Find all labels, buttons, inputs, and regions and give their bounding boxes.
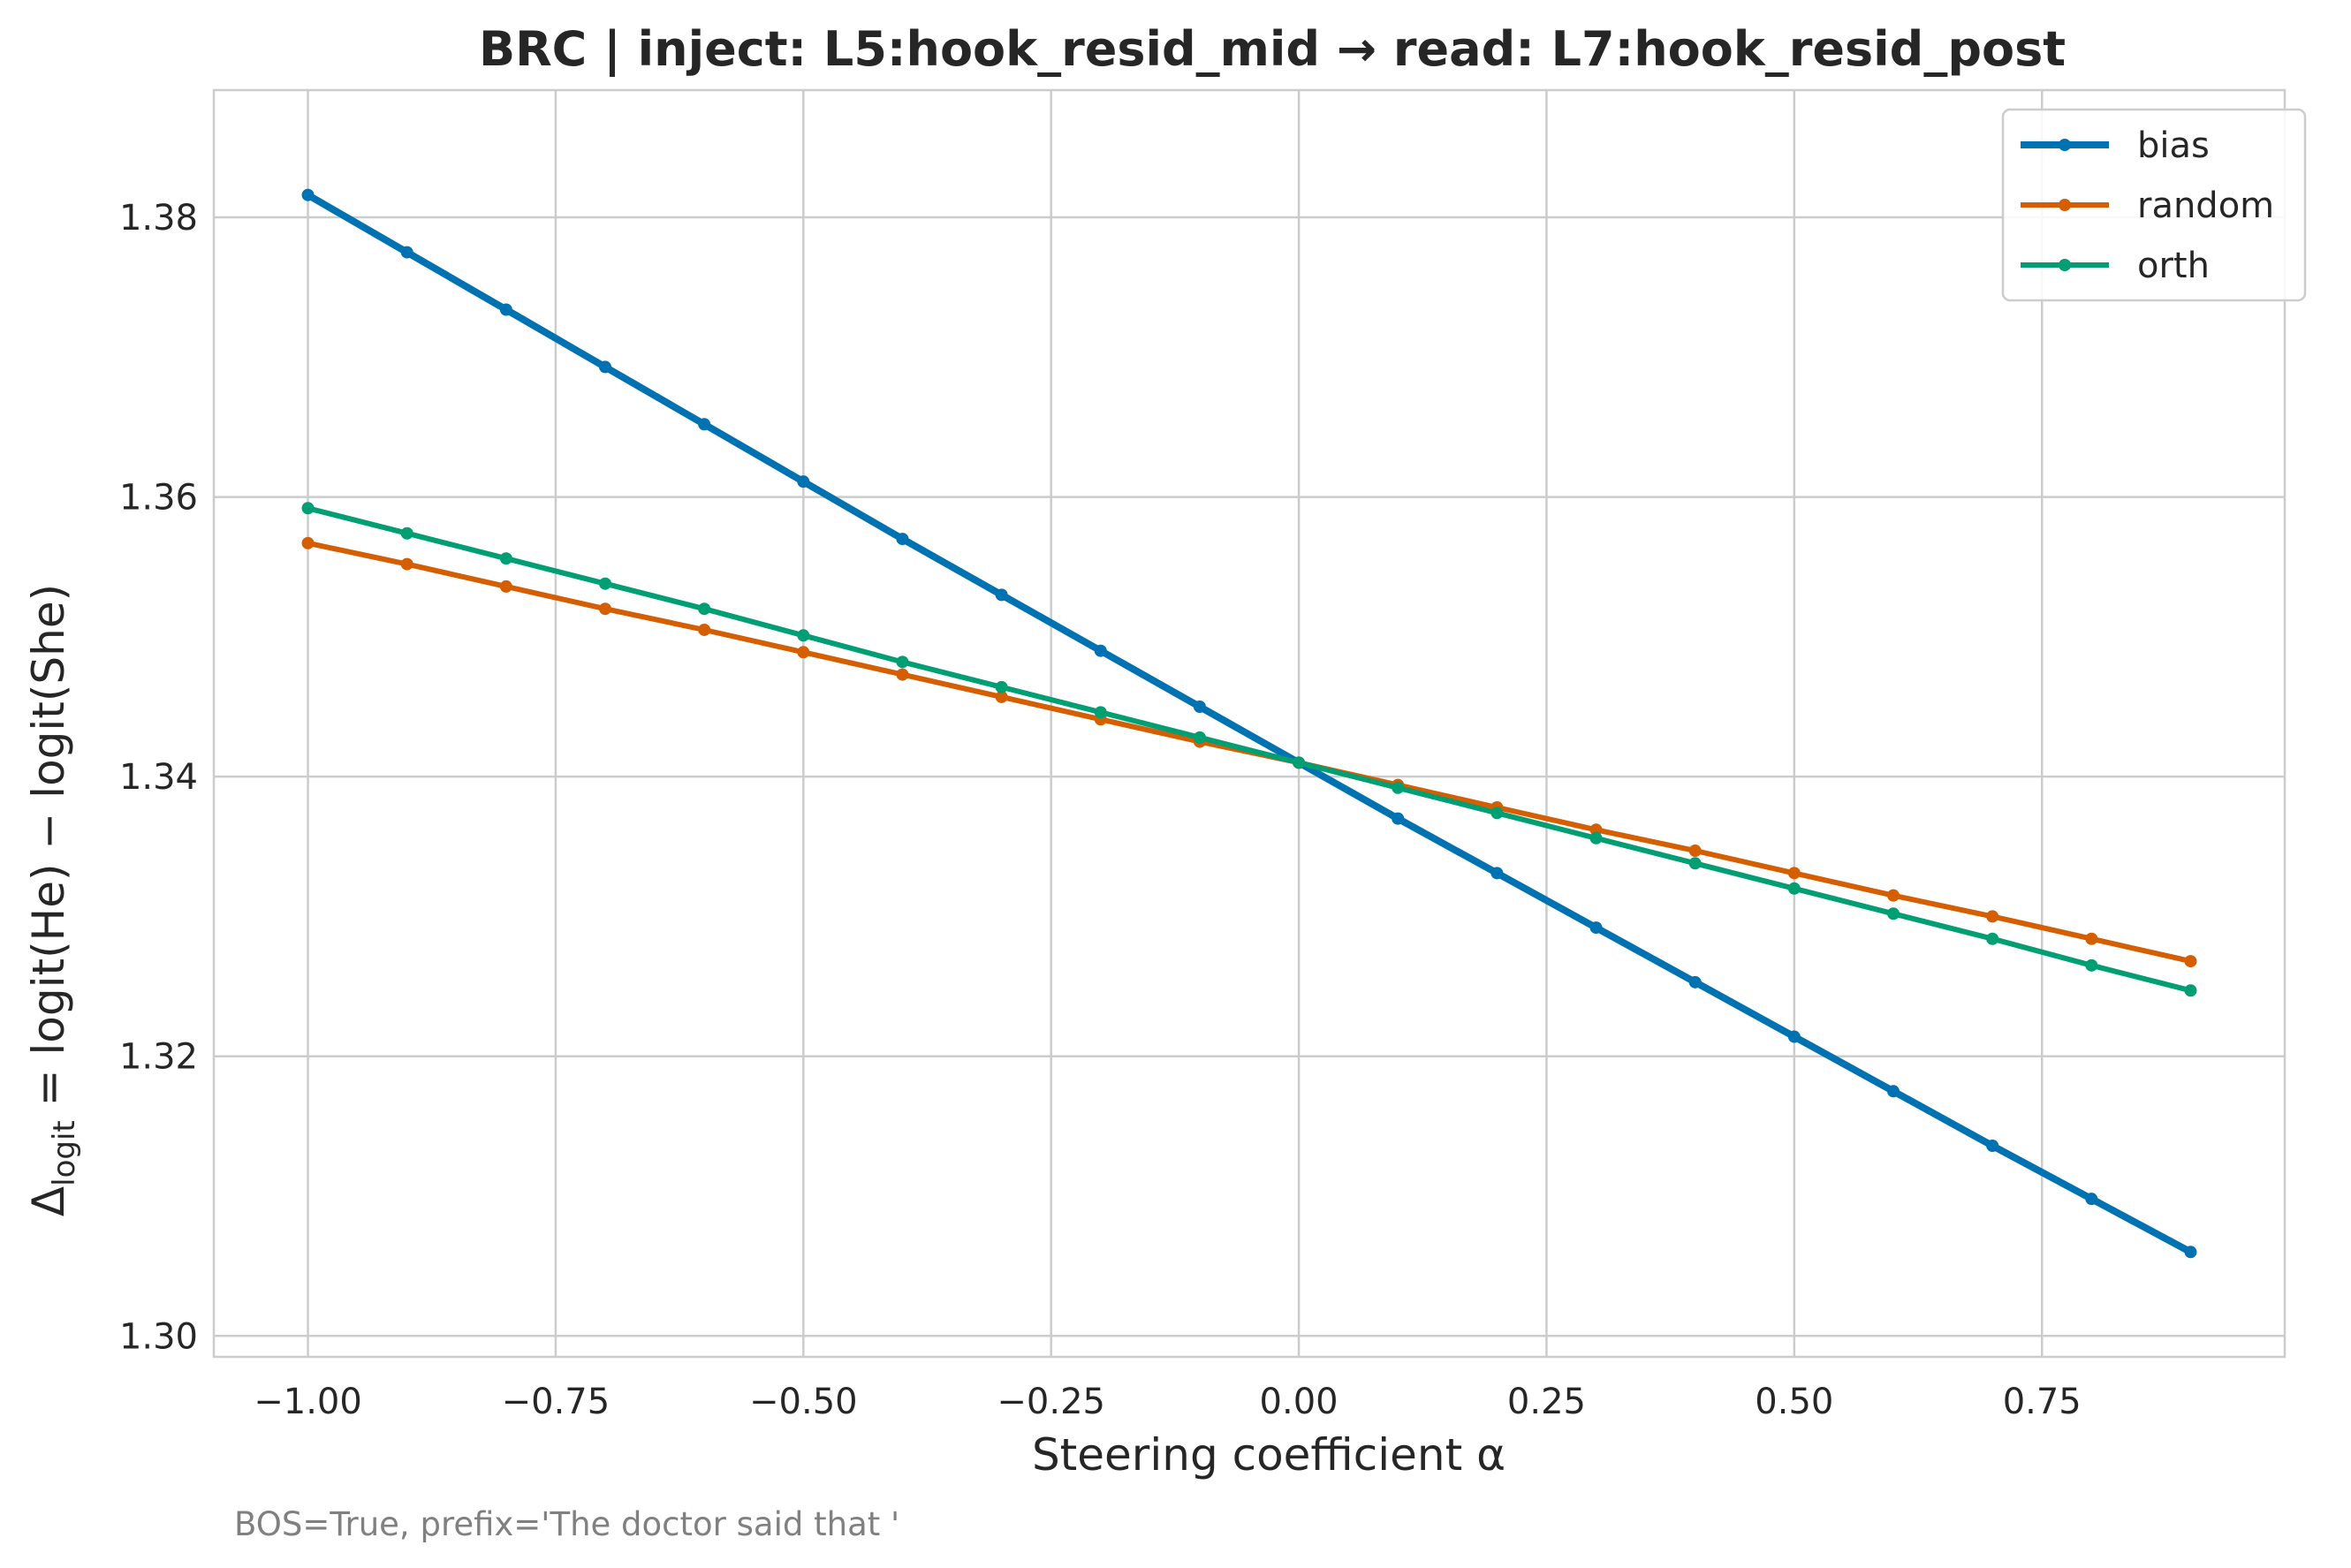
data-point-orth [499,552,512,565]
data-point-random [1986,910,1999,923]
legend-label-random: random [2137,186,2274,226]
chart-title: BRC | inject: L5:hook_resid_mid → read: … [479,21,2066,77]
grid-layer [214,90,2285,1357]
data-point-orth [1589,831,1603,845]
data-point-random [797,646,810,659]
plot-frame [212,88,2287,1359]
series-bias [301,188,2197,1259]
data-point-orth [797,629,810,642]
data-point-random [995,690,1008,703]
data-point-random [698,623,711,636]
data-point-orth [2085,958,2098,972]
x-tick-label: −0.25 [997,1382,1105,1422]
data-point-random [599,602,612,616]
data-point-bias [1886,1085,1900,1098]
x-tick-label: −0.75 [502,1382,611,1422]
x-tick-label: 0.00 [1260,1382,1339,1422]
x-tick-label: 0.25 [1507,1382,1586,1422]
y-tick-label: 1.38 [119,198,198,239]
y-axis-label-delta: Δ [23,1186,74,1216]
data-point-bias [1986,1140,1999,1152]
data-point-orth [1986,932,1999,945]
x-tick-label: −1.00 [254,1382,362,1422]
data-point-orth [599,577,612,590]
data-point-random [400,557,413,571]
footnote: BOS=True, prefix='The doctor said that ' [234,1505,899,1543]
data-point-bias [1490,867,1504,880]
data-point-orth [896,655,909,669]
y-tick-label: 1.32 [119,1037,198,1078]
series-line-bias [306,192,2193,1255]
data-point-bias [400,246,413,259]
data-point-bias [1094,644,1107,657]
data-point-random [301,536,315,549]
data-point-orth [1293,756,1306,769]
legend-label-bias: bias [2137,125,2210,166]
data-point-bias [1392,812,1405,825]
legend-box [2001,108,2307,302]
data-point-orth [1392,781,1405,794]
y-axis-label-rest: = logit(He) − logit(She) [23,584,74,1120]
data-point-bias [1688,975,1702,989]
data-point-orth [301,502,315,515]
legend-label-orth: orth [2137,246,2210,286]
data-point-orth [2184,984,2197,997]
data-point-orth [698,602,711,616]
series-orth [301,502,2197,997]
data-point-orth [1094,706,1107,719]
y-tick-labels: 1.30 1.32 1.34 1.36 1.38 [119,198,198,1357]
data-point-random [1787,867,1801,880]
x-tick-label: −0.50 [749,1382,858,1422]
y-tick-label: 1.34 [119,757,198,798]
data-point-random [2184,955,2197,968]
data-point-random [1886,889,1900,902]
data-point-bias [2085,1193,2098,1206]
series-layer [301,188,2197,1259]
data-point-bias [698,418,711,431]
x-axis-label: Steering coefficient α [1032,1429,1505,1481]
data-point-bias [599,360,612,374]
data-point-bias [797,475,810,489]
data-point-bias [1589,921,1603,935]
legend-entries: bias random orth [2021,125,2274,286]
legend-marker-bias [2059,139,2071,151]
y-axis-label: Δlogit = logit(He) − logit(She) [23,584,82,1216]
data-point-orth [1193,731,1206,744]
data-point-bias [995,588,1008,602]
y-tick-label: 1.30 [119,1316,198,1357]
data-point-orth [1490,807,1504,820]
data-point-random [896,668,909,681]
y-axis-label-subscript: logit [47,1120,82,1186]
data-point-random [2085,932,2098,945]
y-tick-label: 1.36 [119,478,198,519]
data-point-bias [301,188,315,201]
data-point-orth [400,526,413,540]
series-line-orth [307,505,2192,994]
x-tick-label: 0.75 [2003,1382,2082,1422]
data-point-bias [1193,701,1206,714]
data-point-bias [2184,1246,2197,1259]
data-point-bias [499,303,512,316]
legend: bias random orth [2001,108,2307,302]
data-point-random [1688,845,1702,858]
legend-marker-random [2059,199,2071,211]
data-point-random [499,579,512,593]
data-point-orth [1688,857,1702,870]
data-point-bias [896,533,909,546]
legend-marker-orth [2059,259,2071,271]
data-point-orth [1787,882,1801,895]
x-tick-labels: −1.00 −0.75 −0.50 −0.25 0.00 0.25 0.50 0.75 [254,1382,2081,1422]
x-tick-label: 0.50 [1755,1382,1833,1422]
data-point-bias [1787,1030,1801,1043]
data-point-orth [1886,907,1900,920]
data-point-orth [995,680,1008,693]
